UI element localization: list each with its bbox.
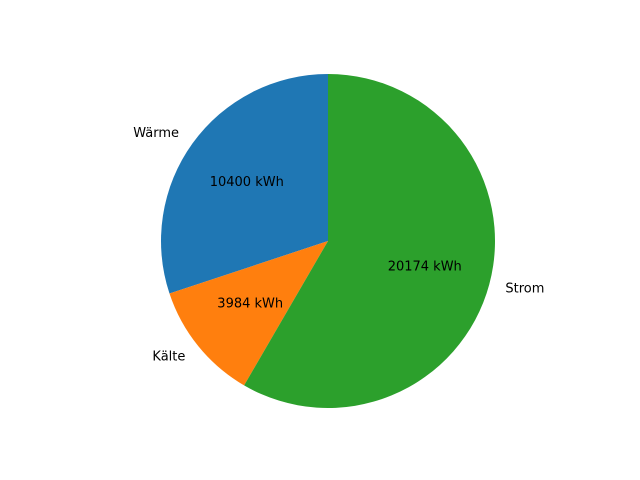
pie-label-kaelte: Kälte <box>152 349 185 364</box>
pie-slice-strom <box>244 74 495 408</box>
pie-value-label-strom: 20174 kWh <box>388 260 462 275</box>
pie-slices <box>160 74 495 408</box>
pie-label-waerme: Wärme <box>133 126 179 141</box>
pie-slice-waerme <box>160 74 328 294</box>
pie-value-label-kaelte: 3984 kWh <box>217 297 283 312</box>
pie-labels: Wärme 10400 kWh Kälte 3984 kWh Strom 20174 kW… <box>133 126 544 364</box>
pie-slice-kaelte <box>169 241 328 386</box>
pie-value-label-waerme: 10400 kWh <box>210 175 284 190</box>
pie-label-strom: Strom <box>505 281 544 296</box>
